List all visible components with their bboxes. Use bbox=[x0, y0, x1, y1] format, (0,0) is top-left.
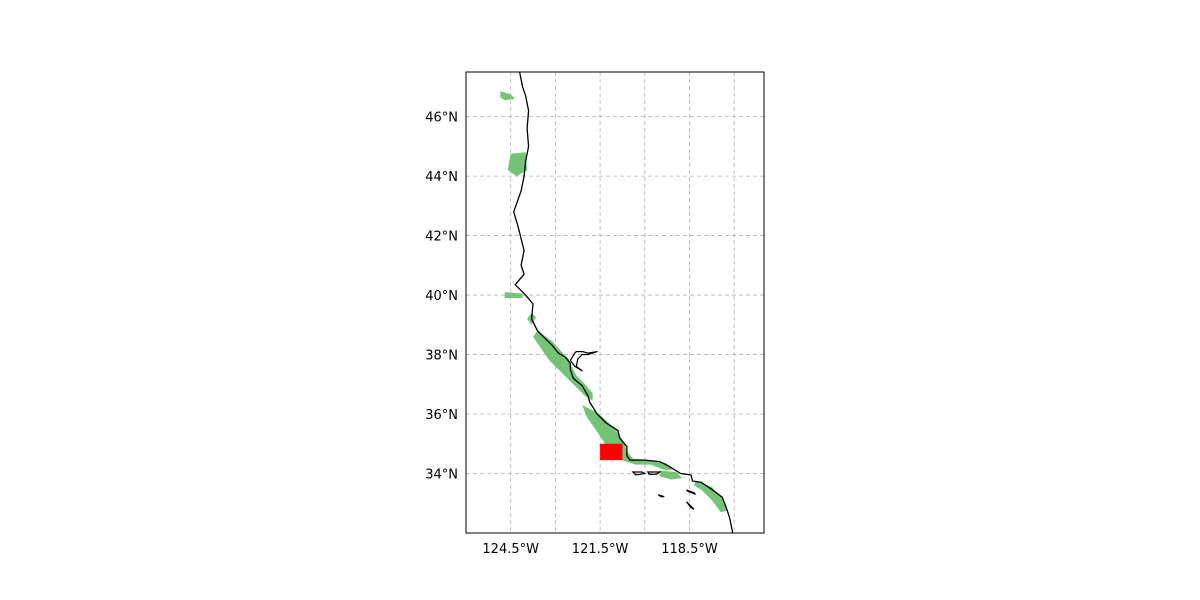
island-2 bbox=[686, 489, 696, 495]
lat-tick-label: 36°N bbox=[425, 408, 458, 423]
land-cover-patch-0 bbox=[500, 91, 516, 101]
lon-tick-label: 124.5°W bbox=[482, 542, 539, 557]
plot-background bbox=[466, 72, 764, 533]
latitude-tick-labels: 34°N 36°N 38°N 40°N 42°N 44°N 46°N bbox=[425, 111, 458, 483]
coastline bbox=[513, 72, 734, 533]
highlight-layer bbox=[600, 443, 623, 461]
land-cover-patch-6 bbox=[659, 470, 682, 480]
island-4 bbox=[657, 494, 665, 498]
lat-tick-label: 46°N bbox=[425, 111, 458, 126]
land-cover-patch-2 bbox=[504, 292, 523, 298]
coastline-layer bbox=[513, 72, 734, 533]
highlight-box bbox=[600, 443, 623, 461]
island-0 bbox=[631, 471, 647, 476]
plot-content bbox=[466, 72, 764, 533]
island-3 bbox=[686, 501, 695, 510]
lat-tick-label: 34°N bbox=[425, 468, 458, 483]
lon-tick-label: 121.5°W bbox=[572, 542, 629, 557]
lat-tick-label: 40°N bbox=[425, 289, 458, 304]
plot-frame bbox=[465, 71, 765, 534]
land-cover-patch-4 bbox=[533, 330, 593, 401]
lat-tick-label: 38°N bbox=[425, 349, 458, 364]
longitude-tick-labels: 124.5°W 121.5°W 118.5°W bbox=[482, 542, 718, 557]
island-1 bbox=[646, 471, 662, 476]
land-cover-patch-1 bbox=[507, 152, 528, 177]
lat-tick-label: 42°N bbox=[425, 230, 458, 245]
bay-outline bbox=[569, 351, 598, 372]
land-cover-patch-7 bbox=[694, 481, 727, 513]
lon-tick-label: 118.5°W bbox=[661, 542, 718, 557]
lat-tick-label: 44°N bbox=[425, 170, 458, 185]
